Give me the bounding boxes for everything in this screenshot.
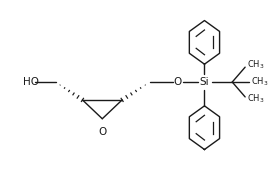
Text: HO: HO [23,77,39,87]
Text: CH$_3$: CH$_3$ [247,93,265,105]
Text: CH$_3$: CH$_3$ [247,59,265,71]
Text: CH$_3$: CH$_3$ [251,76,269,88]
Text: O: O [98,127,106,137]
Text: O: O [174,77,182,87]
Text: Si: Si [200,77,209,87]
